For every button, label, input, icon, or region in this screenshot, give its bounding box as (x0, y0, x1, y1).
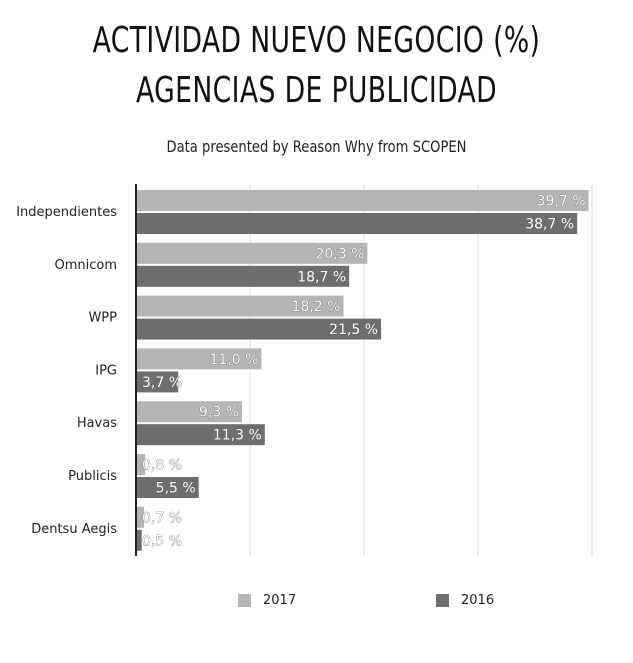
legend-label-2017: 2017 (263, 592, 297, 608)
bar-publicis-2016 (136, 477, 199, 498)
legend-swatch-2016 (436, 593, 449, 607)
data-label-ipg-2016: 3,7 % (142, 375, 182, 391)
category-label-ipg: IPG (95, 363, 117, 378)
bar-omnicom-2017 (136, 242, 368, 264)
chart-title: ACTIVIDAD NUEVO NEGOCIO (%) AGENCIAS DE … (82, 16, 550, 116)
bar-wpp-2017 (136, 295, 344, 317)
data-label-ipg-2017: 11,0 % (209, 352, 258, 368)
data-label-dentsu-aegis-2016: 0,5 % (142, 533, 182, 549)
legend-item-2016: 2016 (436, 588, 494, 612)
chart-subtitle: Data presented by Reason Why from SCOPEN (166, 137, 467, 156)
gridlines (249, 184, 593, 556)
data-label-publicis-2017: 0,8 % (142, 458, 182, 474)
bar-independientes-2017 (136, 190, 589, 211)
data-label-havas-2017: 9,3 % (199, 405, 239, 421)
bar-havas-2017 (136, 401, 243, 423)
chart-title-line-2: AGENCIAS DE PUBLICIDAD (136, 70, 497, 111)
data-label-independientes-2017: 39,7 % (537, 194, 586, 210)
bars (136, 190, 589, 551)
category-label-wpp: WPP (88, 311, 117, 326)
legend: 2017 2016 (0, 588, 633, 612)
data-label-omnicom-2017: 20,3 % (315, 246, 364, 262)
data-label-omnicom-2016: 18,7 % (297, 269, 346, 285)
chart-title-line-1: ACTIVIDAD NUEVO NEGOCIO (%) (92, 20, 541, 61)
legend-label-2016: 2016 (461, 592, 495, 608)
data-label-wpp-2017: 18,2 % (292, 299, 341, 315)
bar-independientes-2016 (136, 213, 578, 234)
category-label-independientes: Independientes (16, 205, 117, 220)
bar-ipg-2016 (136, 371, 179, 393)
category-label-publicis: Publicis (68, 469, 117, 484)
data-labels: 39,7 % 38,7 % 20,3 % 18,7 % 18,2 % 21,5 % 11,0… (142, 193, 586, 549)
bar-omnicom-2016 (136, 265, 350, 287)
data-label-publicis-2016: 5,5 % (156, 481, 196, 497)
bar-havas-2016 (136, 424, 265, 446)
data-label-dentsu-aegis-2017: 0,7 % (142, 510, 182, 526)
category-label-dentsu-aegis: Dentsu Aegis (31, 522, 117, 537)
data-label-independientes-2016: 38,7 % (525, 217, 574, 233)
legend-swatch-2017 (238, 593, 251, 607)
category-label-omnicom: Omnicom (54, 258, 117, 273)
category-label-havas: Havas (77, 416, 117, 431)
bar-dentsu-aegis-2017 (136, 506, 144, 528)
bar-wpp-2016 (136, 318, 382, 340)
category-labels: Independientes Omnicom WPP IPG Havas Publicis… (16, 205, 117, 537)
data-label-wpp-2016: 21,5 % (329, 322, 378, 338)
bar-ipg-2017 (136, 348, 262, 370)
legend-item-2017: 2017 (238, 588, 296, 612)
bar-dentsu-aegis-2016 (136, 529, 142, 551)
bar-publicis-2017 (136, 454, 146, 475)
data-label-havas-2016: 11,3 % (213, 428, 262, 444)
